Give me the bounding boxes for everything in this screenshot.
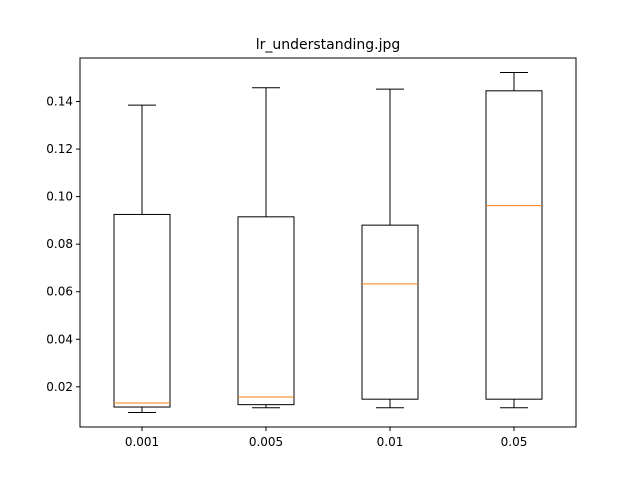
y-tick-label: 0.08 bbox=[46, 237, 73, 251]
y-tick-label: 0.04 bbox=[46, 332, 73, 346]
plot-area bbox=[113, 72, 543, 413]
x-tick-label: 0.05 bbox=[501, 435, 528, 449]
y-tick-label: 0.12 bbox=[46, 142, 73, 156]
x-tick-label: 0.005 bbox=[249, 435, 283, 449]
box-0.05 bbox=[485, 72, 543, 409]
y-tick-label: 0.06 bbox=[46, 285, 73, 299]
x-tick-label: 0.01 bbox=[377, 435, 404, 449]
y-tick-label: 0.02 bbox=[46, 380, 73, 394]
box-body bbox=[361, 224, 419, 400]
y-tick-label: 0.10 bbox=[46, 190, 73, 204]
y-axis: 0.02 0.04 0.06 0.08 0.10 0.12 0.14 bbox=[46, 95, 80, 394]
box-body bbox=[113, 213, 171, 408]
x-tick-label: 0.001 bbox=[125, 435, 159, 449]
x-axis: 0.001 0.005 0.01 0.05 bbox=[125, 427, 528, 449]
box-body bbox=[485, 90, 543, 400]
box-0.01 bbox=[361, 88, 419, 409]
box-0.005 bbox=[237, 87, 295, 409]
y-tick-label: 0.14 bbox=[46, 95, 73, 109]
box-body bbox=[237, 216, 295, 406]
box-0.001 bbox=[113, 104, 171, 413]
axes-frame bbox=[79, 57, 577, 428]
chart-title: lr_understanding.jpg bbox=[256, 37, 401, 53]
